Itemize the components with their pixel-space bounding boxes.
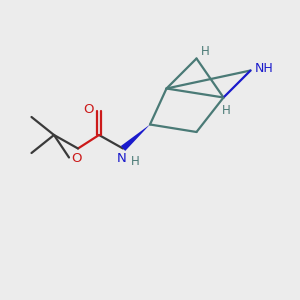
Text: O: O [83, 103, 94, 116]
Text: N: N [117, 152, 126, 166]
Text: H: H [201, 45, 210, 58]
Text: H: H [131, 154, 140, 168]
Text: O: O [71, 152, 82, 166]
Text: H: H [221, 103, 230, 117]
Text: NH: NH [255, 62, 273, 76]
Polygon shape [121, 124, 150, 151]
